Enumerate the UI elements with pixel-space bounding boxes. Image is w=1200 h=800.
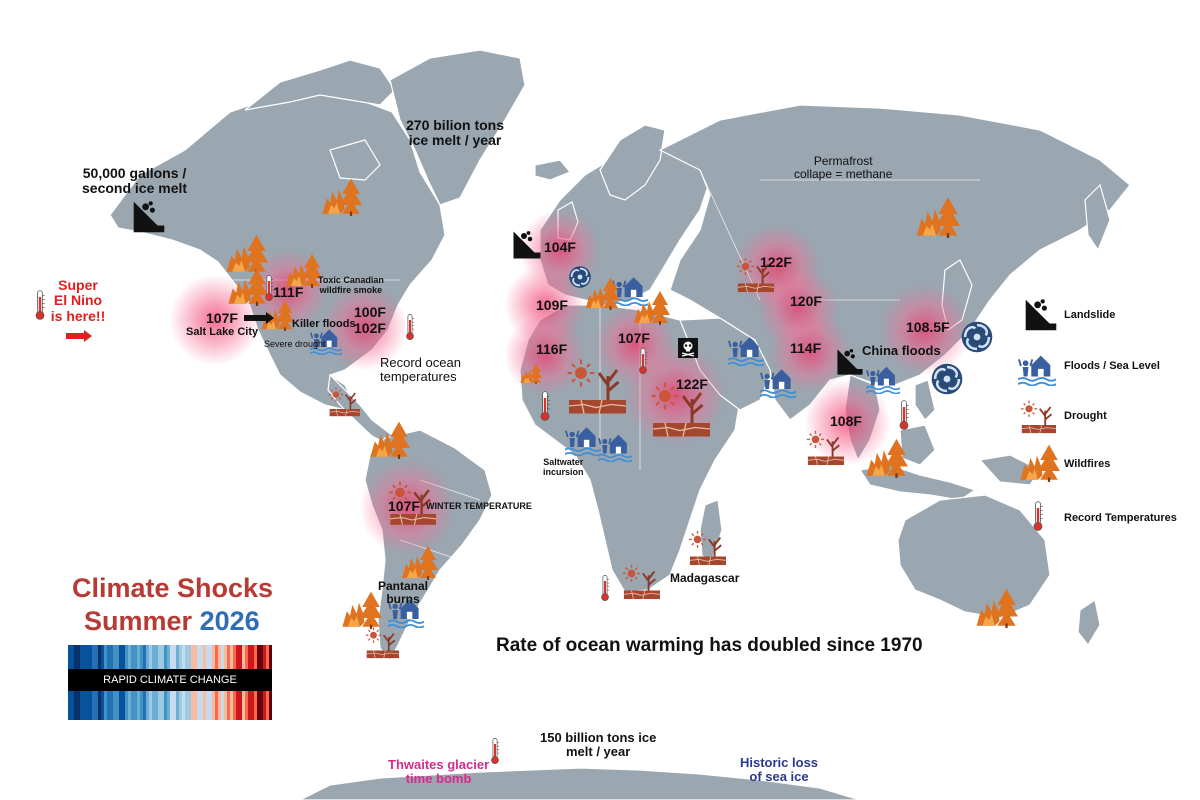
heat-spot-southeast-asia [805,380,890,465]
legend-drought-label: Drought [1064,410,1107,422]
heat-spot-central-us [322,285,407,370]
temp-label: 102F [354,320,386,336]
flood-icon [565,420,601,456]
arrow-right-icon [66,330,92,342]
arrow-right-icon [244,312,274,324]
flood-icon [1018,348,1056,386]
greenland-landmass [389,49,526,206]
landslide-icon [836,348,864,376]
ocean-temps-label: Record ocean temperatures [380,355,461,385]
temp-label: 122F [676,376,708,392]
wildfire-icon [912,190,960,238]
warming-stripes-label: RAPID CLIMATE CHANGE [68,669,272,691]
ocean-warming-headline: Rate of ocean warming has doubled since … [496,635,923,656]
kamchatka-landmass [1084,183,1111,252]
madagascar-label: Madagascar [670,571,740,585]
wildfire-icon [366,415,410,459]
temp-label: 107F [618,330,650,346]
hurricane-icon [930,362,964,396]
thermometer-icon [598,570,612,606]
wildfire-icon [582,272,620,310]
pantanal-label: Pantanal burns [378,579,429,607]
legend-record-temps-label: Record Temperatures [1064,512,1177,524]
permafrost-label: Permafrost collape = methane [794,154,893,182]
saltwater-label: Saltwater incursion [543,457,584,477]
heat-spot-south-america [360,460,455,555]
temp-label: 108F [830,413,862,429]
temp-label: 100F [354,304,386,320]
flood-icon [728,330,764,366]
drought-icon [806,428,844,466]
hudson-region-landmass [329,139,381,181]
heat-spot-china-east [880,285,970,375]
killer-floods-label: Killer floods [292,318,356,330]
title-year: 2026 [199,606,260,636]
temp-label: 116F [536,341,568,357]
legend-wildfires-label: Wildfires [1064,458,1111,470]
china-floods-label: China floods [862,343,941,358]
thermometer-icon [32,285,48,325]
temp-label: 114F [790,340,822,356]
winter-temperature-label: WINTER TEMPERATURE [426,501,532,511]
antarctica-landmass [299,767,861,800]
hurricane-icon [960,320,994,354]
drought-icon [622,562,660,600]
wildfire-icon [972,582,1018,628]
drought-icon [1020,398,1056,434]
alaska-melt-label: 50,000 gallons / second ice melt [82,165,188,197]
wildfire-icon [1016,438,1060,482]
thwaites-label: Thwaites glacier time bomb [388,757,490,787]
temp-label: 107F [206,310,238,326]
temp-label: 111F [273,284,304,300]
iceland-landmass [534,159,571,181]
flood-icon [598,428,632,462]
temp-label: 122F [760,254,792,270]
wildfire-icon [630,285,670,325]
wildfire-icon [518,360,542,384]
severe-drought-label: Severe drought [264,339,326,349]
title-line-2: Summer 2026 [84,606,260,637]
thermometer-icon [403,308,417,346]
toxic-smoke-label: Toxic Canadian wildfire smoke [318,275,384,295]
wildfire-icon [318,172,362,216]
wildfire-icon [338,585,382,629]
drought-icon [365,625,399,659]
el-nino-callout: Super El Nino is here!! [50,277,106,324]
legend-floods-label: Floods / Sea Level [1064,360,1160,372]
temp-label: 107F [388,498,420,514]
greenland-melt-label: 270 bilion tons ice melt / year [406,117,505,149]
thermometer-icon [636,342,650,380]
wildfire-icon [398,540,438,580]
thermometer-icon [537,385,553,427]
thermometer-icon [896,395,912,435]
title-season: Summer [84,606,193,636]
scandinavia-landmass [599,124,666,201]
thermometer-icon [1030,496,1046,536]
flood-icon [760,362,796,398]
sea-ice-label: Historic loss of sea ice [740,755,819,785]
landslide-icon [1024,298,1058,332]
flood-icon [866,360,900,394]
philippines-landmass [914,379,936,421]
skull-icon [678,338,698,358]
new-zealand-landmass [1077,599,1101,647]
salt-lake-label: Salt Lake City [186,326,259,338]
thermometer-icon [488,734,502,768]
temp-label: 104F [544,239,576,255]
drought-icon [566,355,626,415]
title-line-1: Climate Shocks [72,573,274,603]
drought-icon [328,385,360,417]
temp-label: 109F [536,297,568,313]
landslide-icon [512,230,542,260]
legend-landslide-label: Landslide [1064,309,1116,321]
wildfire-icon [862,432,908,478]
antarctic-melt-label: 150 billion tons ice melt / year [540,730,657,760]
landslide-icon [132,200,166,234]
temp-label: 108.5F [906,319,950,335]
drought-icon [688,528,726,566]
wildfire-icon [282,248,322,288]
temp-label: 120F [790,293,822,309]
